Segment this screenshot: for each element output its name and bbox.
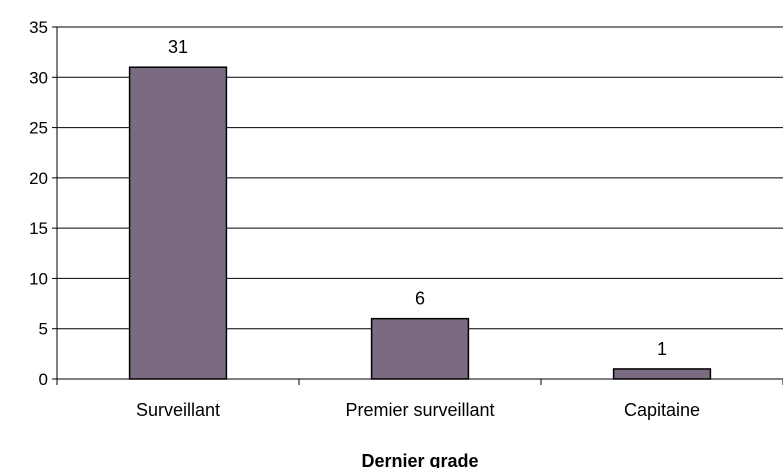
bar-capitaine [612, 368, 712, 380]
y-tick-label-10: 10 [29, 269, 48, 288]
value-label-capitaine: 1 [657, 339, 667, 359]
category-label-premier-surveillant: Premier surveillant [345, 400, 494, 420]
y-axis-ticks: 0 5 10 15 20 25 30 35 [29, 18, 57, 389]
y-tick-label-15: 15 [29, 219, 48, 238]
y-tick-label-5: 5 [39, 320, 48, 339]
bars [128, 66, 712, 380]
category-labels: Surveillant Premier surveillant Capitaine [136, 400, 700, 420]
y-tick-label-30: 30 [29, 68, 48, 87]
x-axis-title: Dernier grade [361, 451, 478, 468]
y-tick-label-25: 25 [29, 119, 48, 138]
bar-surveillant [128, 66, 228, 380]
value-labels: 31 6 1 [168, 37, 667, 359]
y-tick-label-20: 20 [29, 169, 48, 188]
value-label-surveillant: 31 [168, 37, 188, 57]
value-label-premier-surveillant: 6 [415, 289, 425, 309]
category-label-surveillant: Surveillant [136, 400, 220, 420]
bar-premier-surveillant [370, 317, 470, 380]
y-tick-label-0: 0 [39, 370, 48, 389]
x-axis-ticks [56, 379, 783, 385]
category-label-capitaine: Capitaine [624, 400, 700, 420]
y-tick-label-35: 35 [29, 18, 48, 37]
